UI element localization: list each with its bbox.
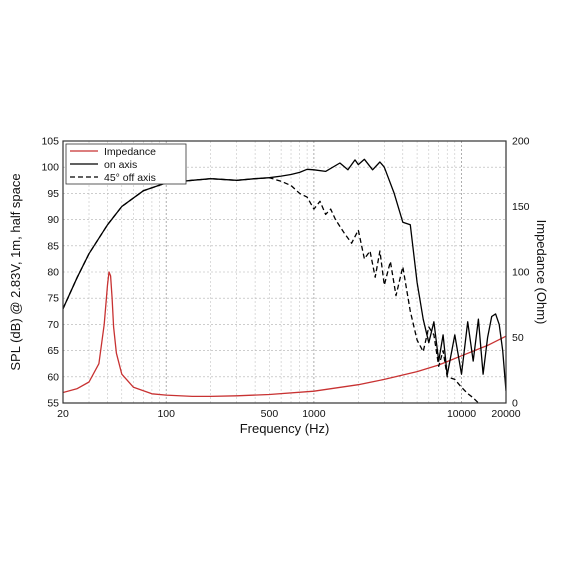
y-tick-label: 75 — [47, 293, 59, 305]
y-tick-label: 80 — [47, 267, 59, 279]
x-tick-label: 100 — [157, 408, 175, 420]
x-axis-label: Frequency (Hz) — [240, 421, 330, 436]
y-tick-label: 70 — [47, 319, 59, 331]
x-tick-label: 10000 — [447, 408, 476, 420]
plot-frame — [62, 140, 507, 404]
y-tick-label: 85 — [47, 240, 59, 252]
y2-axis-label: Impedance (Ohm) — [534, 220, 549, 325]
y-tick-label: 100 — [41, 162, 59, 174]
series-group — [63, 158, 506, 403]
y2-tick-label: 0 — [512, 398, 518, 410]
tick-labels: 20 100 500 1000 10000 20000556065707580859095… — [41, 136, 529, 421]
grid — [63, 141, 506, 403]
x-tick-label: 20 — [57, 408, 69, 420]
y-tick-label: 65 — [47, 345, 59, 357]
series-45-off-axis-line — [63, 177, 479, 403]
y2-tick-label: 100 — [512, 267, 530, 279]
x-tick-label: 500 — [261, 408, 279, 420]
y2-tick-label: 200 — [512, 136, 530, 148]
legend: Impedance on axis 45° off axis — [65, 143, 187, 185]
x-tick-label: 20000 — [491, 408, 520, 420]
y2-tick-label: 150 — [512, 201, 530, 213]
x-tick-label: 1000 — [302, 408, 326, 420]
y-tick-label: 95 — [47, 188, 59, 200]
legend-label-impedance: Impedance — [104, 146, 156, 158]
y-tick-label: 60 — [47, 371, 59, 383]
series-impedance-line — [63, 271, 506, 398]
legend-label-on-axis: on axis — [104, 159, 137, 171]
legend-label-45-off-axis: 45° off axis — [104, 172, 156, 184]
y-tick-label: 55 — [47, 398, 59, 410]
y2-tick-label: 50 — [512, 332, 524, 344]
y-tick-label: 90 — [47, 214, 59, 226]
y-tick-label: 105 — [41, 136, 59, 148]
series-on-axis-line — [63, 158, 506, 391]
y-axis-label: SPL (dB) @ 2.83V, 1m, half space — [8, 173, 23, 370]
